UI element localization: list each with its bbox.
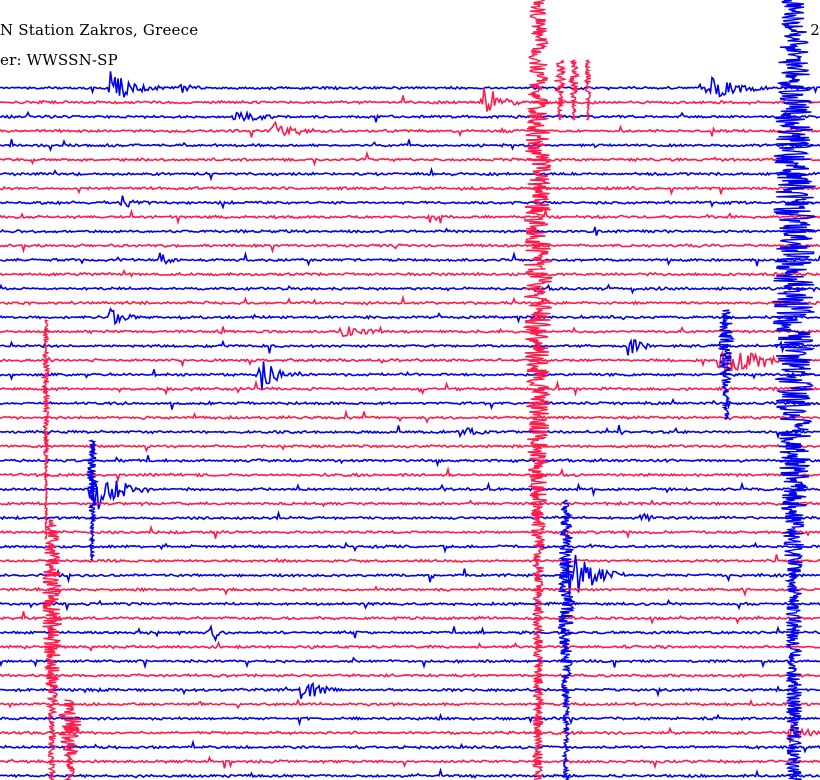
trace-line [0,443,820,453]
trace-line [0,554,820,596]
trace-line [0,268,820,278]
trace-line [0,541,820,554]
trace-line [0,466,820,483]
trace-line [0,397,820,411]
trace-line [0,425,820,440]
trace-line [0,524,820,540]
trace-line [0,585,820,598]
trace-line [0,598,820,612]
trace-line [0,554,820,564]
station-title: N Station Zakros, Greece [0,21,199,39]
event-band [40,319,52,540]
trace-line [0,109,820,123]
trace-line [0,712,820,727]
trace-line [0,723,820,744]
event-band [42,519,63,780]
trace-line [0,88,820,112]
trace-line [0,510,820,523]
trace-line [0,611,820,625]
trace-line [0,185,820,196]
event-band [554,59,567,121]
trace-line [0,698,820,710]
trace-line [0,120,820,138]
event-band [717,309,736,421]
trace-line [0,755,820,770]
filter-label: er: WWSSN-SP [0,51,118,69]
trace-line [0,499,820,508]
event-band [522,0,554,780]
trace-line [0,250,820,267]
trace-line [0,409,820,425]
trace-line [0,338,820,356]
trace-line [0,656,820,670]
trace-line [0,739,820,754]
trace-line [0,166,820,182]
event-band [772,0,818,780]
trace-line [0,681,820,700]
event-band [583,59,593,121]
trace-line [0,672,820,679]
trace-line [0,294,820,306]
trace-line [0,138,820,153]
trace-line [0,71,820,98]
trace-line [0,361,820,390]
event-band [86,439,100,561]
trace-line [0,624,820,643]
trace-line [0,283,820,295]
trace-line [0,379,820,397]
trace-line [0,195,820,210]
event-band [557,499,577,780]
corner-label: 2 [810,21,820,39]
trace-line [0,207,820,226]
event-band [57,699,82,780]
trace-line [0,307,820,326]
event-band [567,59,581,121]
trace-line [0,243,820,254]
trace-line [0,476,820,510]
trace-line [0,349,820,375]
trace-line [0,640,820,652]
trace-line [0,455,820,468]
trace-line [0,226,820,236]
trace-line [0,150,820,167]
trace-line [0,325,820,338]
trace-line [0,767,820,779]
